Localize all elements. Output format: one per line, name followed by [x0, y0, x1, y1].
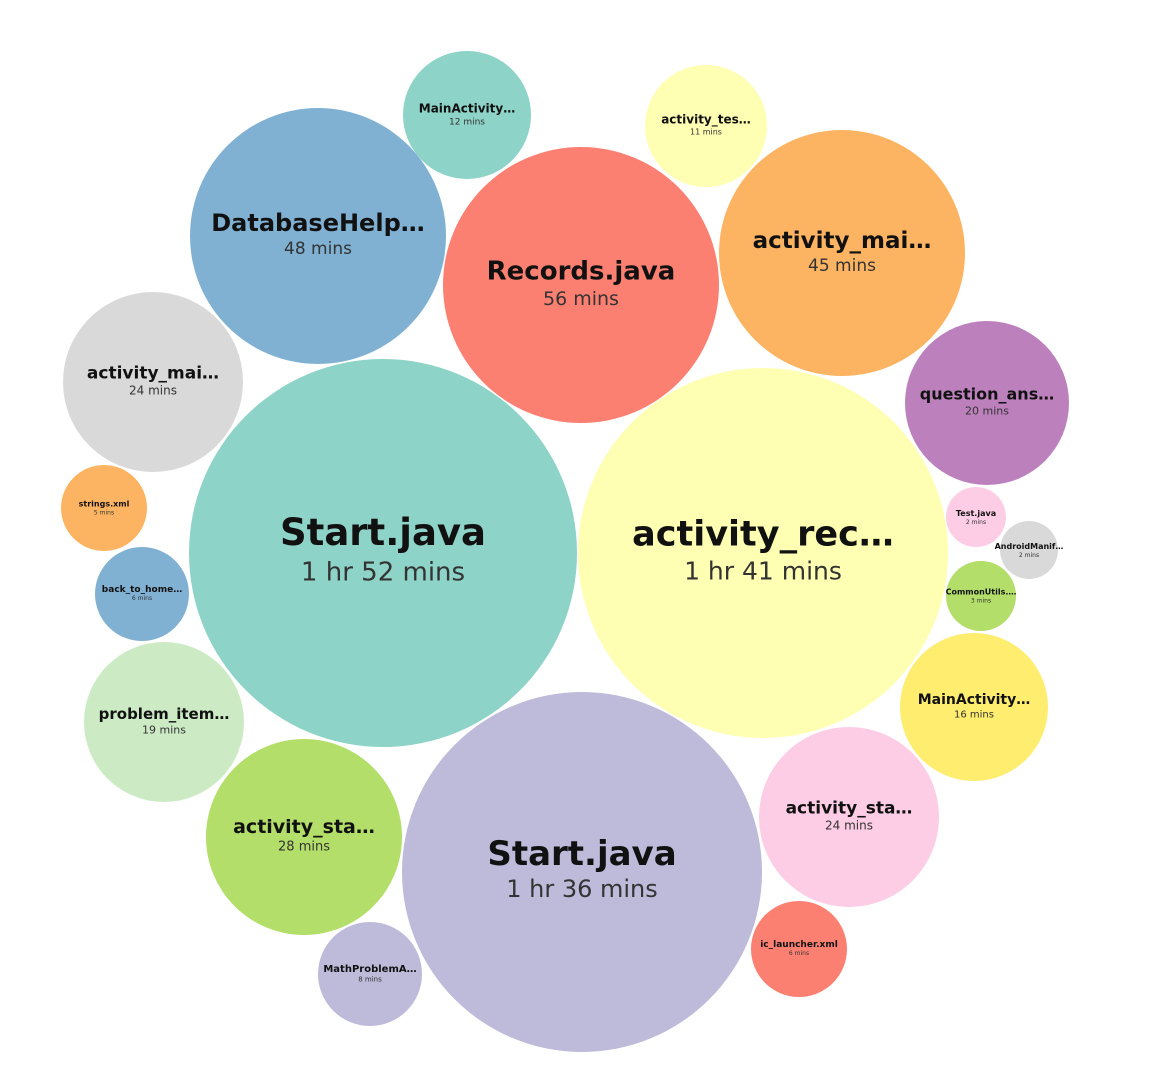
- bubble-label: activity_tes…: [661, 113, 751, 128]
- bubble[interactable]: back_to_home…6 mins: [95, 547, 189, 641]
- bubble-label: Records.java: [487, 256, 676, 286]
- bubble-duration: 6 mins: [132, 595, 152, 602]
- bubble-label: question_ans…: [920, 385, 1054, 404]
- bubble-duration: 19 mins: [142, 724, 186, 737]
- bubble-label: problem_item…: [99, 705, 230, 723]
- bubble-duration: 24 mins: [825, 819, 873, 833]
- bubble-label: activity_sta…: [786, 798, 913, 818]
- bubble-duration: 48 mins: [284, 239, 352, 259]
- bubble-circle[interactable]: [719, 130, 965, 376]
- bubble-label: back_to_home…: [102, 585, 182, 595]
- bubble-circle[interactable]: [403, 51, 531, 179]
- bubble-duration: 2 mins: [1019, 552, 1039, 559]
- bubble-circle[interactable]: [63, 292, 243, 472]
- bubble-duration: 1 hr 41 mins: [684, 556, 842, 585]
- bubble-label: MathProblemA…: [323, 964, 416, 975]
- bubble-duration: 24 mins: [129, 384, 177, 398]
- bubble-circle[interactable]: [190, 108, 446, 364]
- bubble[interactable]: activity_rec…1 hr 41 mins: [578, 368, 948, 738]
- bubble-circle[interactable]: [189, 359, 577, 747]
- bubble-circle[interactable]: [946, 561, 1016, 631]
- bubble-circle[interactable]: [206, 739, 402, 935]
- bubble-duration: 20 mins: [965, 405, 1009, 418]
- bubble-label: ic_launcher.xml: [760, 940, 838, 950]
- bubble[interactable]: activity_sta… 28 mins: [206, 739, 402, 935]
- bubble-label: Start.java: [487, 834, 676, 874]
- bubble-circle[interactable]: [946, 487, 1006, 547]
- bubble[interactable]: AndroidManif…2 mins: [995, 521, 1064, 579]
- bubble-circle[interactable]: [645, 65, 767, 187]
- bubble-label: strings.xml: [79, 499, 130, 508]
- bubble-duration: 5 mins: [94, 509, 114, 516]
- bubble-circle[interactable]: [1000, 521, 1058, 579]
- bubble[interactable]: CommonUtils.…3 mins: [946, 561, 1017, 631]
- bubble-label: Test.java: [956, 509, 996, 518]
- bubble[interactable]: activity_mai…45 mins: [719, 130, 965, 376]
- bubble-label: activity_mai…: [87, 363, 219, 383]
- bubble-duration: 56 mins: [543, 288, 619, 310]
- bubble-label: activity_mai…: [753, 228, 932, 254]
- bubble[interactable]: MainActivity… 12 mins: [403, 51, 531, 179]
- bubble-circle[interactable]: [61, 465, 147, 551]
- bubble-circle[interactable]: [905, 321, 1069, 485]
- bubble-duration: 12 mins: [449, 118, 485, 128]
- bubble-label: CommonUtils.…: [946, 588, 1017, 597]
- bubble-duration: 1 hr 52 mins: [301, 557, 465, 587]
- bubble-duration: 8 mins: [358, 975, 382, 983]
- bubble-circle[interactable]: [95, 547, 189, 641]
- bubble-circle[interactable]: [759, 727, 939, 907]
- bubble-label: AndroidManif…: [995, 542, 1064, 551]
- bubble[interactable]: problem_item…19 mins: [84, 642, 244, 802]
- bubble-circle[interactable]: [578, 368, 948, 738]
- bubble-duration: 11 mins: [690, 127, 722, 136]
- bubble[interactable]: question_ans…20 mins: [905, 321, 1069, 485]
- bubble-duration: 16 mins: [954, 710, 994, 721]
- bubble-label: DatabaseHelp…: [211, 209, 425, 237]
- bubble-label: activity_rec…: [632, 515, 894, 555]
- bubble[interactable]: activity_tes…11 mins: [645, 65, 767, 187]
- bubble-duration: 28 mins: [278, 840, 330, 855]
- bubble-circle[interactable]: [84, 642, 244, 802]
- bubble-circle[interactable]: [318, 922, 422, 1026]
- bubble-duration: 3 mins: [971, 598, 991, 605]
- bubble-duration: 1 hr 36 mins: [506, 875, 658, 903]
- bubble-label: Start.java: [280, 511, 486, 554]
- bubble-circle[interactable]: [443, 147, 719, 423]
- bubble-circle[interactable]: [751, 901, 847, 997]
- bubble-label: MainActivity…: [918, 692, 1031, 708]
- bubble-circle[interactable]: [900, 633, 1048, 781]
- bubble-duration: 6 mins: [789, 950, 809, 957]
- bubble-label: MainActivity…: [419, 101, 515, 115]
- bubble[interactable]: MainActivity… 16 mins: [900, 633, 1048, 781]
- bubble[interactable]: activity_sta…24 mins: [759, 727, 939, 907]
- bubble[interactable]: MathProblemA…8 mins: [318, 922, 422, 1026]
- bubble[interactable]: DatabaseHelp…48 mins: [190, 108, 446, 364]
- bubble[interactable]: activity_mai…24 mins: [63, 292, 243, 472]
- bubble-duration: 2 mins: [966, 519, 986, 526]
- bubble-label: activity_sta…: [233, 816, 375, 838]
- bubble-circle[interactable]: [402, 692, 762, 1052]
- bubble-duration: 45 mins: [808, 256, 876, 276]
